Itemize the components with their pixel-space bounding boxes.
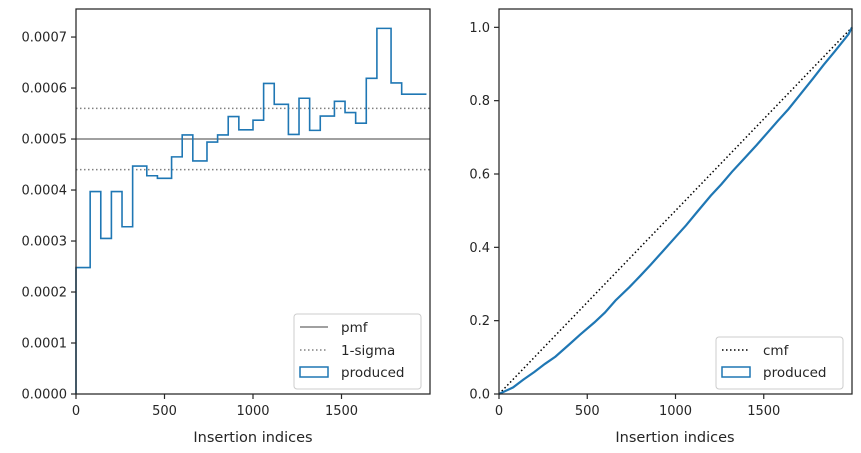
y-tick-label: 0.0000 — [22, 388, 68, 403]
x-ticks-left: 0 500 1000 1500 — [72, 394, 358, 419]
y-tick-label: 0.8 — [469, 94, 490, 109]
legend-produced-label: produced — [763, 365, 827, 381]
legend-pmf-label: pmf — [341, 320, 369, 336]
y-tick-label: 0.0002 — [22, 286, 68, 301]
x-tick-label: 1500 — [747, 404, 780, 419]
legend-produced-swatch — [299, 366, 329, 378]
y-tick-label: 0.0005 — [22, 133, 68, 148]
legend-1-sigma-label: 1-sigma — [341, 343, 395, 359]
y-ticks-right: 0.0 0.2 0.4 0.6 0.8 1.0 — [469, 21, 499, 403]
legend-produced-swatch — [721, 366, 751, 378]
cmf-line — [498, 26, 853, 395]
y-tick-label: 0.0007 — [22, 31, 68, 46]
y-tick-label: 0.0001 — [22, 337, 68, 352]
cmf-panel: 0 500 1000 1500 0.0 0.2 0.4 0.6 0.8 1.0 Insertio… — [469, 8, 853, 446]
y-ticks-left: 0.0000 0.0001 0.0002 0.0003 0.0004 0.0005 0.00… — [22, 31, 76, 403]
x-tick-label: 0 — [495, 404, 503, 419]
y-tick-label: 0.4 — [469, 241, 490, 256]
plot-area-right — [499, 9, 852, 394]
y-tick-label: 1.0 — [469, 21, 490, 36]
y-tick-label: 0.2 — [469, 314, 490, 329]
x-tick-label: 500 — [152, 404, 177, 419]
x-axis-label-left: Insertion indices — [193, 430, 312, 446]
legend-box — [715, 336, 844, 390]
pmf-histogram-panel: 0 500 1000 1500 0.00000.00010.00020.00030.0… — [22, 8, 431, 446]
x-tick-label: 1500 — [325, 404, 358, 419]
x-tick-label: 500 — [575, 404, 600, 419]
y-tick-label: 0.0006 — [22, 82, 68, 97]
produced-histogram — [75, 27, 427, 394]
cmf-series — [498, 26, 853, 395]
legend-produced-label: produced — [341, 365, 405, 381]
legend-left: pmf 1-sigma produced — [293, 313, 422, 390]
produced-line — [498, 26, 853, 395]
x-tick-label: 0 — [72, 404, 80, 419]
y-tick-label: 0.0 — [469, 388, 490, 403]
legend-box — [293, 313, 422, 390]
legend-right: cmf produced — [715, 336, 844, 390]
x-tick-label: 1000 — [236, 404, 269, 419]
x-tick-label: 1000 — [659, 404, 692, 419]
reference-lines — [76, 107, 430, 171]
legend-cmf-label: cmf — [763, 343, 790, 359]
y-tick-label: 0.0004 — [22, 184, 68, 199]
x-axis-label-right: Insertion indices — [615, 430, 734, 446]
y-tick-label: 0.0003 — [22, 235, 68, 250]
x-ticks-right: 0 500 1000 1500 — [495, 394, 780, 419]
y-tick-label: 0.6 — [469, 168, 490, 183]
produced-step-outline — [75, 27, 427, 394]
